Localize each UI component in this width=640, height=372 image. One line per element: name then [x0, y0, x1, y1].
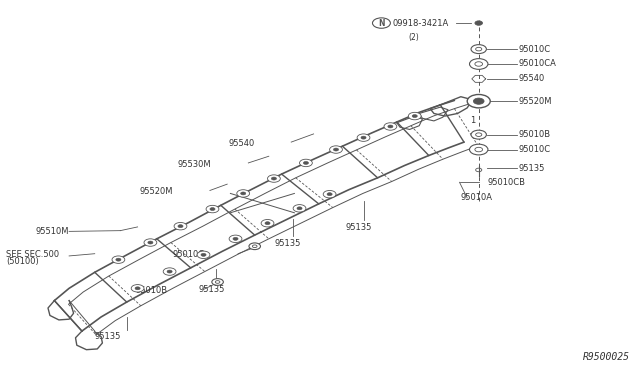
Text: 09918-3421A: 09918-3421A — [392, 19, 449, 28]
Text: SEE SEC.500: SEE SEC.500 — [6, 250, 60, 259]
Circle shape — [116, 258, 121, 261]
Circle shape — [293, 205, 306, 212]
Circle shape — [271, 177, 276, 180]
Circle shape — [131, 285, 144, 292]
Text: 1: 1 — [470, 116, 476, 125]
Text: 95010CB: 95010CB — [488, 178, 525, 187]
Circle shape — [330, 146, 342, 153]
Text: (50100): (50100) — [6, 257, 39, 266]
Circle shape — [471, 45, 486, 54]
Circle shape — [467, 94, 490, 108]
Text: 95135: 95135 — [275, 239, 301, 248]
Circle shape — [206, 205, 219, 213]
Text: 95135: 95135 — [518, 164, 545, 173]
Circle shape — [163, 268, 176, 275]
Text: 95010B: 95010B — [136, 286, 168, 295]
Circle shape — [233, 237, 238, 240]
Circle shape — [333, 148, 339, 151]
Circle shape — [241, 192, 246, 195]
Text: 95530M: 95530M — [177, 160, 211, 169]
Circle shape — [197, 251, 210, 259]
Text: (2): (2) — [408, 33, 419, 42]
Circle shape — [178, 225, 183, 228]
Circle shape — [201, 253, 206, 256]
Circle shape — [300, 159, 312, 167]
Circle shape — [323, 190, 336, 198]
Text: 95135: 95135 — [198, 285, 225, 294]
Text: 95540: 95540 — [228, 139, 255, 148]
Circle shape — [470, 59, 488, 69]
Circle shape — [474, 98, 484, 104]
Circle shape — [268, 175, 280, 182]
Circle shape — [265, 222, 270, 225]
Circle shape — [237, 190, 250, 197]
Text: 95010B: 95010B — [518, 130, 550, 139]
Circle shape — [408, 112, 421, 120]
Text: 95010A: 95010A — [461, 193, 493, 202]
Text: 95010CA: 95010CA — [518, 60, 556, 68]
Circle shape — [167, 270, 172, 273]
Text: 95135: 95135 — [345, 223, 372, 232]
Circle shape — [249, 243, 260, 250]
Circle shape — [471, 130, 486, 139]
Circle shape — [210, 208, 215, 211]
Text: N: N — [378, 19, 385, 28]
Text: R9500025: R9500025 — [584, 352, 630, 362]
Circle shape — [384, 123, 397, 130]
Text: 95010C: 95010C — [518, 45, 550, 54]
Circle shape — [229, 235, 242, 243]
Circle shape — [112, 256, 125, 263]
Circle shape — [144, 239, 157, 246]
Circle shape — [412, 115, 417, 118]
Circle shape — [470, 144, 488, 155]
Text: 95540: 95540 — [518, 74, 545, 83]
Circle shape — [361, 136, 366, 139]
Circle shape — [475, 21, 483, 25]
Circle shape — [303, 161, 308, 164]
Circle shape — [388, 125, 393, 128]
Circle shape — [297, 207, 302, 210]
Text: 95010C: 95010C — [518, 145, 550, 154]
Text: 95010C: 95010C — [173, 250, 205, 259]
Circle shape — [261, 219, 274, 227]
Circle shape — [174, 222, 187, 230]
Text: 95135: 95135 — [95, 332, 121, 341]
Circle shape — [212, 279, 223, 285]
Circle shape — [357, 134, 370, 141]
Circle shape — [327, 193, 332, 196]
Text: 95510M: 95510M — [35, 227, 68, 236]
Circle shape — [135, 287, 140, 290]
Circle shape — [148, 241, 153, 244]
Text: 95520M: 95520M — [140, 187, 173, 196]
Text: 95520M: 95520M — [518, 97, 552, 106]
